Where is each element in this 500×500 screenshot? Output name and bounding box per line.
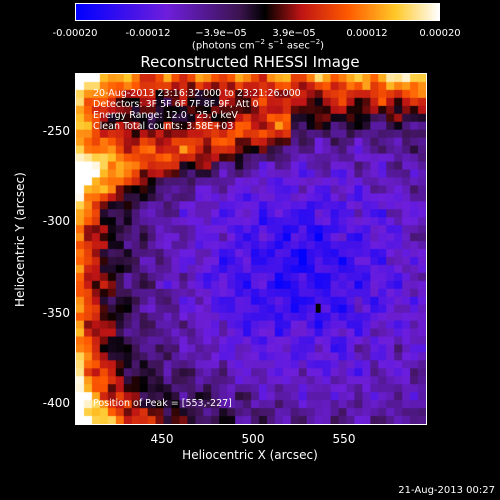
y-tick-label: -400: [42, 396, 70, 410]
info-line-counts: Clean Total counts: 3.58E+03: [93, 121, 234, 132]
y-tick-label: -250: [42, 124, 70, 138]
chart-title: Reconstructed RHESSI Image: [140, 53, 360, 71]
y-tick-label: -350: [42, 306, 70, 320]
x-tick-label: 550: [332, 432, 356, 446]
colorbar-tick-label: -0.00020: [52, 28, 98, 39]
colorbar-tick-label: −3.9e−05: [195, 28, 247, 39]
plot-area: 20-Aug-2013 23:16:32.000 to 23:21:26.000…: [75, 73, 427, 425]
peak-position-label: Position of Peak = [553,-227]: [93, 398, 232, 409]
x-axis-label: Heliocentric X (arcsec): [182, 448, 318, 462]
x-tick-label: 450: [150, 432, 174, 446]
x-tick-label: 500: [241, 432, 265, 446]
colorbar-tick-label: 0.00012: [346, 28, 388, 39]
y-axis-label: Heliocentric Y (arcsec): [13, 172, 27, 307]
heatmap-image: [76, 74, 426, 424]
colorbar-tick-label: 3.9e−05: [272, 28, 316, 39]
colorbar-tick-label: -0.00012: [125, 28, 171, 39]
info-line-energy: Energy Range: 12.0 - 25.0 keV: [93, 110, 238, 121]
info-line-time: 20-Aug-2013 23:16:32.000 to 23:21:26.000: [93, 88, 301, 99]
info-line-detectors: Detectors: 3F 5F 6F 7F 8F 9F, Att 0: [93, 99, 259, 110]
colorbar-tick-label: 0.00020: [419, 28, 461, 39]
colorbar-gradient: [75, 3, 440, 21]
colorbar: [75, 3, 440, 21]
generation-timestamp: 21-Aug-2013 00:27: [398, 485, 495, 496]
y-tick-label: -300: [42, 214, 70, 228]
colorbar-unit-label: (photons cm−2 s−1 asec−2): [191, 38, 325, 52]
